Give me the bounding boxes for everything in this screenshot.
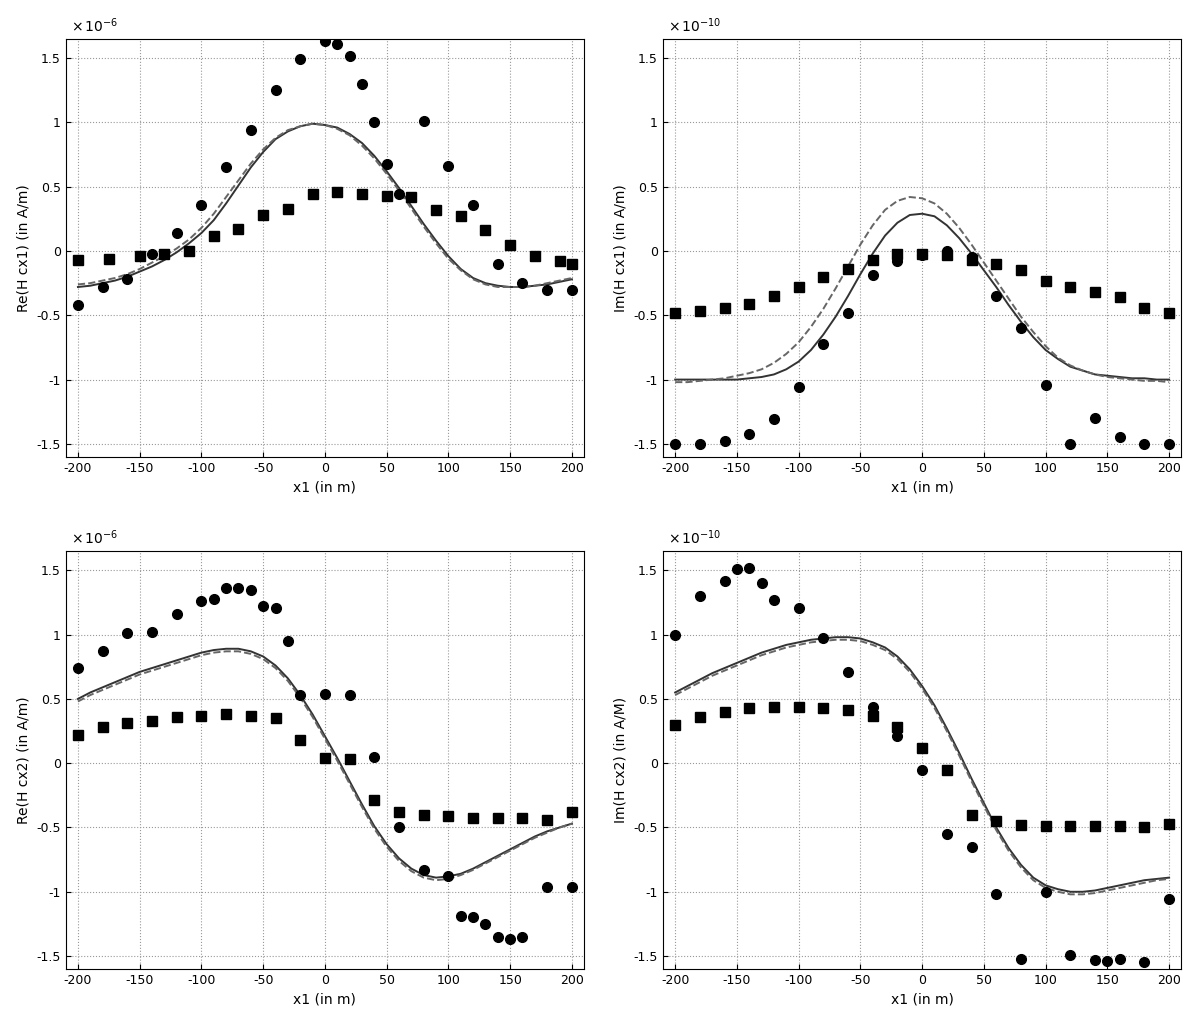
- Text: $\times\,10^{-10}$: $\times\,10^{-10}$: [668, 16, 721, 35]
- Y-axis label: Im(H cx1) (in A/m): Im(H cx1) (in A/m): [614, 184, 628, 312]
- Text: $\times\,10^{-6}$: $\times\,10^{-6}$: [71, 16, 118, 35]
- X-axis label: x1 (in m): x1 (in m): [890, 992, 954, 1007]
- X-axis label: x1 (in m): x1 (in m): [294, 992, 356, 1007]
- Text: $\times\,10^{-6}$: $\times\,10^{-6}$: [71, 528, 118, 547]
- Y-axis label: Re(H cx1) (in A/m): Re(H cx1) (in A/m): [17, 184, 31, 312]
- X-axis label: x1 (in m): x1 (in m): [294, 480, 356, 494]
- Y-axis label: Re(H cx2) (in A/m): Re(H cx2) (in A/m): [17, 697, 31, 824]
- Text: $\times\,10^{-10}$: $\times\,10^{-10}$: [668, 528, 721, 547]
- X-axis label: x1 (in m): x1 (in m): [890, 480, 954, 494]
- Y-axis label: Im(H cx2) (in A/M): Im(H cx2) (in A/M): [614, 697, 628, 824]
